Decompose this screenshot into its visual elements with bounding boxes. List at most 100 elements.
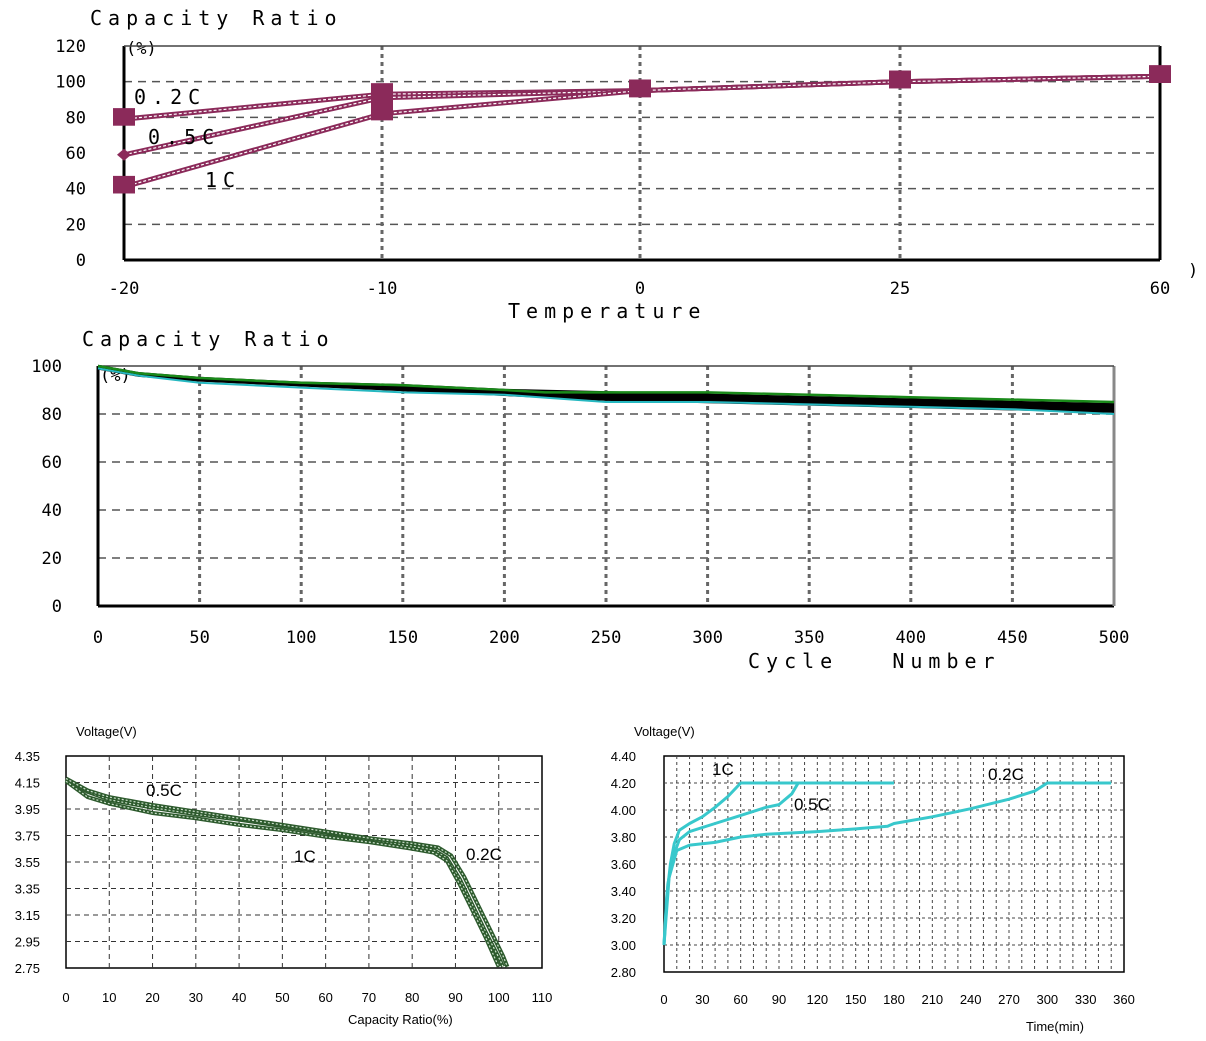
- charge-chart-xlabel: Time(min): [1026, 1019, 1084, 1034]
- cycle-chart-title: Capacity Ratio: [82, 327, 335, 351]
- discharge-chart-y-tick: 3.55: [15, 855, 40, 870]
- discharge-series-0.2C-hatch: [65, 777, 508, 967]
- discharge-chart-x-tick: 110: [532, 990, 553, 1005]
- charge-chart-x-tick: 330: [1075, 992, 1097, 1007]
- discharge-chart-x-tick: 40: [232, 990, 246, 1005]
- charge-chart: Voltage(V) Time(min) 4.40 4.20 4.00 3.80 3.6…: [611, 724, 1135, 1034]
- temperature-series-1C-point: [113, 175, 135, 194]
- cycle-chart-y-tick: 60: [42, 453, 62, 473]
- temperature-chart-xlabel: Temperature: [508, 299, 706, 323]
- temperature-chart-x-tick: 60: [1150, 279, 1170, 299]
- temperature-chart-y-tick: 100: [55, 73, 86, 93]
- discharge-chart-y-tick: 3.35: [15, 882, 40, 897]
- cycle-chart-y-tick: 80: [42, 405, 62, 425]
- charge-chart-x-tick: 150: [845, 992, 867, 1007]
- charge-chart-y-tick: 3.80: [611, 830, 636, 845]
- charge-chart-x-tick: 180: [883, 992, 905, 1007]
- discharge-chart-y-tick: 3.75: [15, 829, 40, 844]
- cycle-chart-x-tick: 200: [489, 628, 520, 648]
- charge-chart-x-tick: 240: [960, 992, 982, 1007]
- charge-chart-x-tick: 210: [921, 992, 943, 1007]
- temperature-series-1C-point: [889, 70, 911, 89]
- temperature-chart-y-tick: 60: [66, 144, 86, 164]
- temperature-series-0.5C-point: [117, 148, 131, 161]
- cycle-chart: Capacity Ratio (%) Cycle Number 02040608…: [31, 327, 1129, 673]
- discharge-chart: Voltage(V) Capacity Ratio(%) 4.35 4.15 3.9…: [15, 724, 553, 1027]
- charge-chart-y-tick: 4.00: [611, 803, 636, 818]
- discharge-series-1C-label: 1C: [294, 847, 316, 866]
- temperature-series-1C-point: [371, 102, 393, 121]
- charge-chart-y-tick: 2.80: [611, 965, 636, 980]
- charge-chart-x-tick: 90: [772, 992, 786, 1007]
- charge-chart-x-tick: 0: [660, 992, 667, 1007]
- charge-chart-x-tick: 270: [998, 992, 1020, 1007]
- temperature-series-0.5C-point: [371, 86, 393, 105]
- discharge-series-0.2C-label: 0.2C: [466, 845, 502, 864]
- discharge-chart-y-tick: 4.15: [15, 776, 40, 791]
- discharge-chart-x-tick: 50: [275, 990, 289, 1005]
- charge-series-0.5C-line: [662, 781, 894, 946]
- charge-chart-y-tick: 3.20: [611, 911, 636, 926]
- cycle-chart-xlabel: Cycle Number: [748, 649, 1001, 673]
- discharge-chart-y-tick: 2.95: [15, 935, 40, 950]
- discharge-chart-x-tick: 70: [362, 990, 376, 1005]
- temperature-series-1C-point: [1149, 65, 1171, 83]
- cycle-chart-y-tick: 0: [52, 597, 62, 617]
- charge-chart-x-tick: 300: [1036, 992, 1058, 1007]
- discharge-chart-x-tick: 10: [102, 990, 116, 1005]
- charge-chart-y-tick: 3.60: [611, 857, 636, 872]
- temperature-series-0.2C-point: [113, 108, 135, 126]
- discharge-chart-y-tick: 2.75: [15, 961, 40, 976]
- discharge-series-0.5C-hatch: [65, 779, 504, 967]
- discharge-series-0.5C-label: 0.5C: [146, 781, 182, 800]
- temperature-chart-x-tick: -20: [109, 279, 140, 299]
- charge-series-0.2C-line: [662, 781, 1112, 946]
- charge-chart-x-tick: 120: [806, 992, 828, 1007]
- cycle-chart-x-tick: 500: [1099, 628, 1130, 648]
- discharge-chart-y-tick: 4.35: [15, 749, 40, 764]
- cycle-chart-x-tick: 450: [997, 628, 1028, 648]
- charge-chart-x-tick: 360: [1113, 992, 1135, 1007]
- charge-series-1C-label: 1C: [712, 760, 734, 779]
- cycle-chart-y-tick: 40: [42, 501, 62, 521]
- discharge-chart-x-tick: 90: [448, 990, 462, 1005]
- temperature-chart-xunit: ): [1188, 261, 1198, 281]
- cycle-chart-x-tick: 0: [93, 628, 103, 648]
- temperature-chart-x-tick: 0: [635, 279, 645, 299]
- temperature-series-0.2C-label: 0.2C: [134, 85, 206, 109]
- discharge-chart-x-tick: 80: [405, 990, 419, 1005]
- discharge-series-1C-line: [64, 779, 501, 968]
- discharge-chart-x-tick: 0: [62, 990, 69, 1005]
- temperature-series-1C-point: [629, 79, 651, 98]
- cycle-chart-x-tick: 250: [591, 628, 622, 648]
- cycle-series-4-line: [97, 364, 1115, 404]
- charge-chart-x-tick: 60: [733, 992, 747, 1007]
- temperature-series-0.5C-label: 0.5C: [148, 125, 220, 149]
- cycle-chart-x-tick: 350: [794, 628, 825, 648]
- charge-chart-x-tick: 30: [695, 992, 709, 1007]
- cycle-chart-band: [98, 366, 1114, 412]
- temperature-chart-yunit: (%): [126, 39, 157, 59]
- charge-chart-y-tick: 4.40: [611, 749, 636, 764]
- temperature-chart-y-tick: 40: [66, 180, 86, 200]
- cycle-chart-x-tick: 50: [189, 628, 209, 648]
- discharge-chart-y-tick: 3.15: [15, 908, 40, 923]
- discharge-chart-x-tick: 20: [145, 990, 159, 1005]
- cycle-chart-x-tick: 400: [895, 628, 926, 648]
- temperature-series-1C-label: 1C: [205, 168, 241, 192]
- cycle-chart-x-tick: 150: [387, 628, 418, 648]
- discharge-chart-y-tick: 3.95: [15, 802, 40, 817]
- temperature-chart: Capacity Ratio (%) Temperature ) 0 20 40 60…: [55, 6, 1198, 323]
- charge-chart-y-tick: 3.40: [611, 884, 636, 899]
- temperature-chart-y-tick: 80: [66, 108, 86, 128]
- discharge-chart-x-tick: 60: [318, 990, 332, 1005]
- cycle-chart-x-tick: 300: [692, 628, 723, 648]
- discharge-chart-xlabel: Capacity Ratio(%): [348, 1012, 453, 1027]
- charge-chart-ylabel: Voltage(V): [634, 724, 695, 739]
- discharge-chart-x-tick: 100: [488, 990, 510, 1005]
- charge-chart-y-tick: 4.20: [611, 776, 636, 791]
- charge-chart-y-tick: 3.00: [611, 938, 636, 953]
- temperature-chart-y-tick: 120: [55, 37, 86, 57]
- cycle-series-3-line: [97, 367, 1115, 415]
